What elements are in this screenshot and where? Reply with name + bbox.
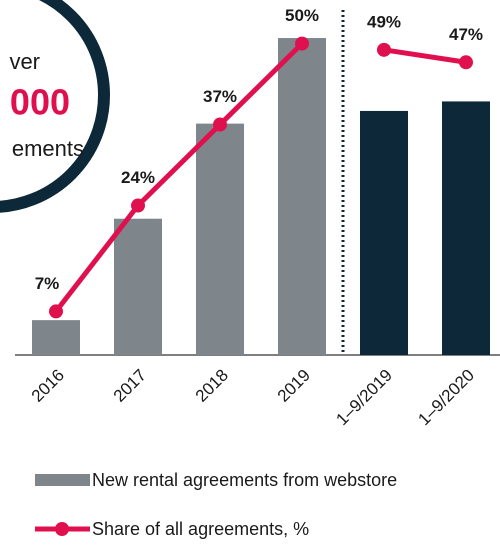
line [54,41,304,313]
bar [32,320,80,355]
bar [442,101,490,355]
x-tick-label: 2017 [110,366,150,406]
x-tick-label: 2019 [274,366,314,406]
point [459,55,473,70]
callout-number: 000 [10,82,70,123]
line [383,47,467,65]
callout-text: ements [12,136,84,161]
point [49,304,63,319]
point [377,42,391,57]
bar [114,218,162,355]
legend-label: New rental agreements from webstore [92,470,397,490]
bar [278,38,326,356]
point [213,117,227,132]
legend-label: Share of all agreements, % [92,519,309,539]
data-label: 50% [285,6,319,25]
data-label: 49% [367,12,401,31]
bar [360,110,408,355]
x-tick-label: 1–9/2020 [414,366,478,430]
data-label: 7% [35,274,60,293]
data-label: 47% [449,25,483,44]
legend-swatch [35,474,90,486]
point [131,198,145,213]
point [295,36,309,51]
legend-swatch [55,522,69,536]
x-tick-label: 2016 [28,366,68,406]
x-tick-label: 1–9/2019 [332,366,396,430]
x-tick-label: 2018 [192,366,232,406]
data-label: 37% [203,87,237,106]
callout-text: ver [9,49,40,74]
bar [196,123,244,355]
data-label: 24% [121,168,155,187]
callout-circle [0,0,110,213]
